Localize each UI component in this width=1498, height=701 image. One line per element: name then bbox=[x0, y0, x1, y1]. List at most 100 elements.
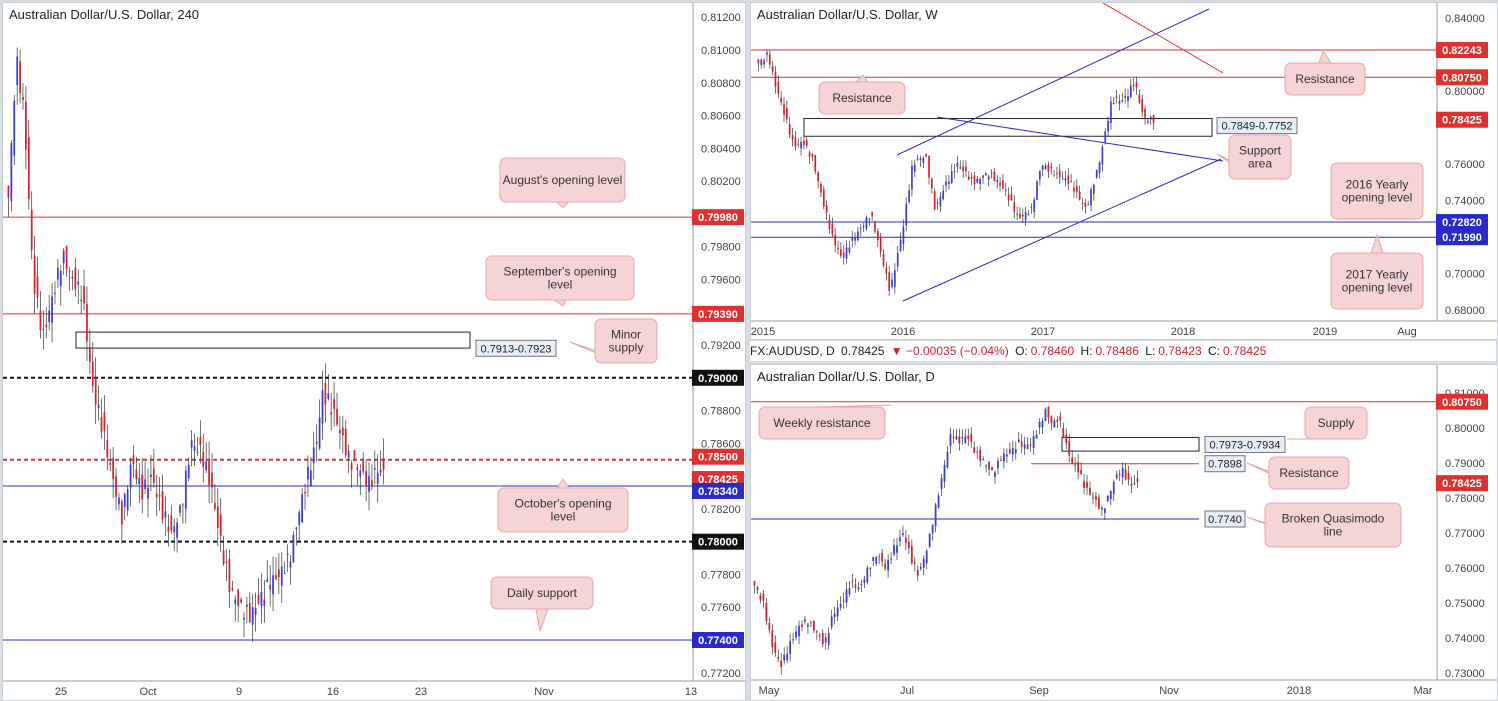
weekly-candle bbox=[891, 279, 893, 287]
note-2016-yearly-text: 2016 Yearly bbox=[1346, 178, 1409, 192]
x-tick-label: Nov bbox=[1159, 685, 1179, 697]
h4-candle bbox=[39, 310, 42, 330]
h4-candle bbox=[184, 470, 187, 509]
weekly-candle bbox=[780, 98, 783, 103]
y-tick-label: 0.80400 bbox=[701, 143, 741, 155]
weekly-candle bbox=[1147, 121, 1149, 123]
h4-candle bbox=[347, 450, 350, 458]
note-resistance-text: Resistance bbox=[1279, 466, 1339, 480]
daily-candle bbox=[821, 633, 824, 645]
daily-candle bbox=[890, 558, 892, 560]
daily-candle bbox=[973, 447, 976, 453]
price-label: 0.79000 bbox=[698, 373, 738, 385]
note-2017-yearly-box bbox=[1330, 252, 1424, 310]
h4-candle bbox=[161, 491, 164, 520]
h4-chart-panel[interactable]: 0.81200 0.81000 0.80800 0.80600 0.80400 0.802… bbox=[2, 2, 746, 701]
daily-candle bbox=[982, 459, 985, 461]
price-label: 0.78425 bbox=[1442, 478, 1482, 490]
daily-candle bbox=[878, 556, 881, 558]
weekly-candle bbox=[874, 221, 876, 232]
y-tick-label: 0.70000 bbox=[1445, 269, 1485, 281]
weekly-candle bbox=[896, 253, 899, 267]
weekly-candle bbox=[993, 171, 996, 181]
weekly-chart-panel[interactable]: 0.84000 0.80000 0.76000 0.74000 0.70000 0.680… bbox=[750, 2, 1498, 340]
weekly-candle bbox=[828, 219, 831, 230]
h4-candle bbox=[164, 511, 167, 518]
daily-chart-panel[interactable]: 0.810000.800000.790000.780000.770000.760… bbox=[750, 364, 1498, 701]
h4-candle bbox=[91, 361, 94, 386]
daily-candle bbox=[1106, 495, 1109, 502]
weekly-candle bbox=[794, 137, 797, 147]
close-value: 0.78425 bbox=[1222, 344, 1267, 358]
weekly-candle bbox=[814, 155, 817, 172]
weekly-candle bbox=[1081, 202, 1084, 204]
note-october-text: level bbox=[551, 510, 576, 524]
weekly-candle bbox=[936, 202, 939, 204]
weekly-candle bbox=[1036, 181, 1038, 200]
weekly-chart[interactable]: 0.84000 0.80000 0.76000 0.74000 0.70000 0.680… bbox=[751, 3, 1497, 339]
h4-candle bbox=[7, 185, 10, 198]
weekly-candle bbox=[1070, 181, 1072, 183]
note-resistance-box bbox=[1268, 456, 1350, 490]
daily-candle bbox=[812, 620, 815, 631]
weekly-candle bbox=[1078, 191, 1081, 200]
x-tick-label: 2019 bbox=[1313, 326, 1337, 338]
daily-candle bbox=[759, 595, 762, 600]
close-label: C: bbox=[1207, 344, 1220, 358]
daily-candle bbox=[795, 631, 797, 638]
zone-label: 0.7973-0.7934 bbox=[1210, 439, 1281, 451]
weekly-candle bbox=[811, 153, 814, 157]
note-weekly-resistance-box bbox=[758, 406, 886, 440]
weekly-candle bbox=[1129, 85, 1132, 98]
daily-candle bbox=[985, 465, 987, 467]
weekly-candle bbox=[1024, 211, 1027, 220]
low-label: L: bbox=[1145, 344, 1156, 358]
daily-candle bbox=[937, 495, 940, 508]
weekly-candle bbox=[840, 249, 842, 256]
x-tick-label: 2018 bbox=[1287, 685, 1311, 697]
weekly-candle bbox=[1144, 108, 1146, 118]
daily-candle bbox=[991, 467, 993, 471]
weekly-candle bbox=[757, 59, 760, 64]
weekly-candle bbox=[1010, 193, 1013, 201]
daily-candle bbox=[919, 567, 922, 569]
note-support-area-box bbox=[1228, 134, 1292, 180]
h4-chart[interactable]: 0.81200 0.81000 0.80800 0.80600 0.80400 0.802… bbox=[3, 3, 745, 700]
weekly-candle bbox=[967, 176, 970, 180]
weekly-candle bbox=[979, 178, 982, 184]
daily-candle bbox=[1133, 482, 1136, 484]
weekly-candle bbox=[845, 247, 848, 259]
x-tick-label: Mar bbox=[1414, 685, 1433, 697]
weekly-candle bbox=[1118, 101, 1121, 104]
daily-candle bbox=[1121, 467, 1124, 478]
daily-candle bbox=[869, 567, 872, 570]
h4-candle bbox=[362, 461, 365, 472]
h4-candle bbox=[118, 497, 120, 505]
h4-candle bbox=[240, 599, 242, 603]
daily-candle bbox=[1003, 453, 1005, 462]
daily-candle bbox=[905, 537, 907, 543]
x-tick-label: 2016 bbox=[891, 326, 915, 338]
daily-candle bbox=[857, 587, 860, 590]
price-label: 0.82243 bbox=[1442, 45, 1482, 57]
price-label: 0.79980 bbox=[698, 212, 738, 224]
weekly-candle bbox=[803, 140, 805, 146]
daily-candle bbox=[940, 477, 943, 489]
daily-candle bbox=[1011, 447, 1014, 455]
weekly-candle bbox=[822, 189, 825, 207]
weekly-candle bbox=[1064, 178, 1067, 181]
daily-chart[interactable]: 0.810000.800000.790000.780000.770000.760… bbox=[751, 365, 1497, 700]
daily-candle bbox=[851, 580, 854, 582]
y-tick-label: 0.80000 bbox=[1445, 86, 1485, 98]
h4-candle bbox=[368, 476, 370, 492]
h4-candle bbox=[275, 575, 277, 580]
h4-candle bbox=[307, 466, 309, 480]
daily-candle bbox=[1038, 421, 1041, 428]
weekly-candle bbox=[1098, 162, 1101, 173]
weekly-candle bbox=[1021, 214, 1024, 217]
h4-candle bbox=[327, 393, 330, 399]
trendline-mid bbox=[936, 116, 1224, 162]
h4-candle bbox=[97, 404, 100, 409]
y-tick-label: 0.84000 bbox=[1445, 13, 1485, 25]
h4-candle bbox=[202, 451, 205, 467]
